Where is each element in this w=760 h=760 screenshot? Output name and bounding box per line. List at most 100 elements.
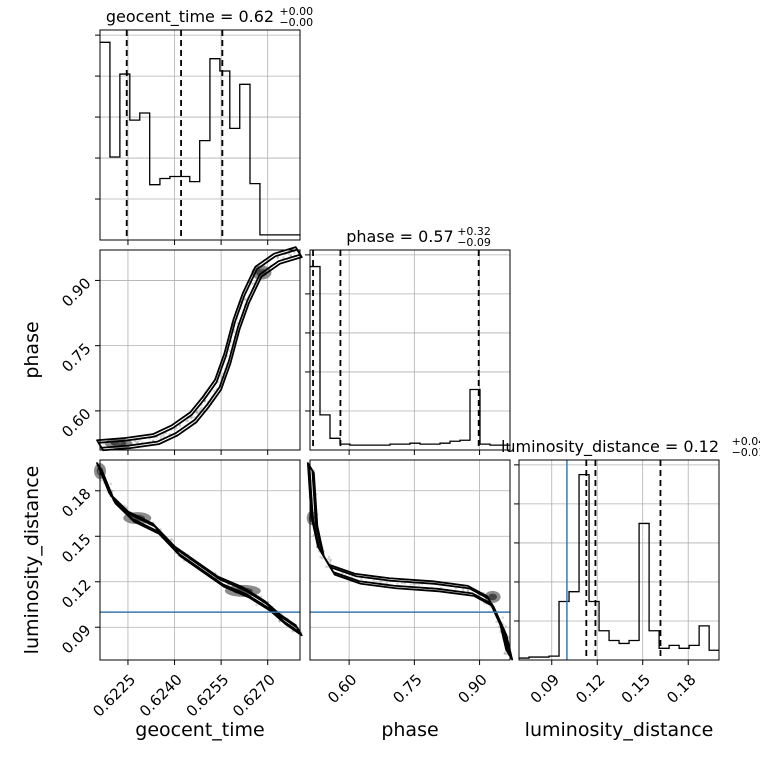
panel-frame-2-2	[518, 459, 720, 661]
histogram-geocent_time	[100, 41, 300, 236]
title-main-luminosity_distance: luminosity_distance = 0.12	[501, 437, 719, 457]
sample-point-2-1	[403, 582, 406, 585]
sample-point-1-0	[282, 256, 285, 259]
sample-point-1-0	[190, 416, 193, 419]
sample-point-1-0	[175, 426, 178, 430]
sample-point-1-0	[178, 424, 182, 428]
x-tick-label-geocent_time-1: 0.6240	[136, 671, 186, 721]
x-tick-label-geocent_time-3: 0.6270	[229, 671, 279, 721]
x-tick-label-luminosity_distance-3: 0.18	[663, 671, 699, 707]
sample-point-2-1	[385, 581, 389, 585]
sample-point-1-0	[198, 408, 202, 411]
sample-point-1-0	[260, 268, 263, 271]
sample-point-2-1	[497, 625, 501, 628]
x-tick-label-luminosity_distance-2: 0.15	[618, 671, 654, 707]
title-luminosity_distance: luminosity_distance = 0.12 +0.04−0.01	[501, 435, 760, 459]
title-sub-luminosity_distance: −0.01	[732, 446, 760, 459]
contour-outer-1-0	[96, 246, 303, 452]
x-axis-label-luminosity_distance: luminosity_distance	[525, 719, 714, 741]
density-fills	[94, 265, 501, 603]
x-tick-label-phase-0: 0.60	[324, 671, 360, 707]
sample-point-2-1	[501, 616, 505, 619]
grid-lines	[100, 30, 719, 660]
sample-point-2-1	[396, 582, 399, 585]
sample-point-2-1	[324, 565, 328, 568]
sample-point-2-0	[109, 482, 113, 486]
sample-point-1-0	[160, 435, 163, 438]
sample-point-1-0	[195, 410, 199, 413]
sample-point-2-1	[329, 559, 332, 563]
contour-inner-2-1	[308, 464, 512, 658]
sample-point-1-0	[133, 440, 136, 443]
sample-point-2-1	[504, 625, 507, 628]
sample-point-2-0	[100, 479, 103, 482]
panel-frame-0-0	[99, 29, 301, 241]
sample-point-2-1	[328, 561, 332, 565]
sample-point-1-0	[136, 441, 139, 444]
y-tick-label-phase-2: 0.90	[58, 274, 94, 310]
sample-point-2-0	[123, 504, 126, 507]
y-tick-label-phase-0: 0.60	[58, 405, 94, 441]
y-tick-label-luminosity_distance-3: 0.18	[58, 485, 94, 521]
quantile-lines	[125, 30, 662, 660]
sample-point-2-1	[503, 652, 506, 655]
x-tick-label-geocent_time-2: 0.6255	[183, 671, 233, 721]
sample-point-1-0	[287, 252, 291, 256]
y-tick-label-luminosity_distance-0: 0.09	[58, 621, 94, 657]
sample-point-2-1	[329, 558, 332, 561]
sample-point-1-0	[126, 442, 129, 445]
sample-point-1-0	[212, 389, 216, 392]
sample-point-2-1	[326, 558, 330, 561]
sample-point-1-0	[106, 443, 109, 447]
sample-point-2-1	[411, 583, 415, 586]
histogram-luminosity_distance	[519, 473, 719, 659]
sample-point-1-0	[173, 428, 177, 431]
x-axis-label-phase: phase	[381, 719, 438, 741]
x-tick-label-geocent_time-0: 0.6225	[89, 671, 139, 721]
sample-point-1-0	[186, 419, 190, 423]
x-axis-label-geocent_time: geocent_time	[135, 719, 264, 741]
x-tick-label-phase-1: 0.75	[389, 671, 425, 707]
title-main-geocent_time: geocent_time = 0.62	[106, 7, 274, 27]
sample-point-1-0	[162, 433, 165, 437]
sample-point-2-1	[328, 555, 331, 559]
sample-point-1-0	[276, 256, 279, 260]
y-axis-label-luminosity_distance: luminosity_distance	[21, 466, 43, 655]
sample-point-1-0	[200, 406, 203, 410]
sample-point-2-0	[170, 537, 173, 541]
sample-point-1-0	[193, 416, 196, 419]
sample-point-2-1	[320, 557, 324, 560]
sample-point-2-1	[319, 555, 322, 559]
sample-point-1-0	[293, 251, 296, 254]
sample-point-1-0	[276, 256, 280, 259]
sample-point-1-0	[196, 411, 199, 414]
sample-point-2-1	[454, 587, 458, 590]
y-axis-label-phase: phase	[21, 321, 43, 378]
x-tick-label-luminosity_distance-0: 0.09	[527, 671, 563, 707]
panel-frame-1-0	[99, 249, 301, 451]
sample-point-1-0	[228, 349, 231, 352]
x-tick-label-luminosity_distance-1: 0.12	[572, 671, 608, 707]
contour-lines	[96, 246, 514, 661]
y-tick-label-luminosity_distance-2: 0.15	[58, 530, 94, 566]
panel-frame-2-0	[99, 459, 301, 661]
sample-point-2-1	[417, 583, 420, 586]
y-tick-label-phase-1: 0.75	[58, 339, 94, 375]
sample-point-1-0	[118, 442, 121, 445]
ticks	[95, 34, 689, 665]
title-phase: phase = 0.57 +0.32−0.09	[346, 225, 491, 249]
sample-point-1-0	[190, 416, 194, 419]
sample-point-2-1	[379, 580, 382, 583]
sample-point-2-0	[278, 620, 281, 623]
sample-point-2-1	[495, 620, 498, 623]
sample-point-2-0	[291, 630, 294, 633]
x-tick-label-phase-2: 0.90	[455, 671, 491, 707]
sample-point-2-0	[255, 603, 258, 607]
title-sup-phase: +0.32	[457, 225, 491, 238]
sample-point-1-0	[261, 268, 264, 271]
y-tick-label-luminosity_distance-1: 0.12	[58, 576, 94, 612]
sample-point-2-1	[505, 652, 508, 656]
title-main-phase: phase = 0.57	[346, 227, 453, 246]
title-sub-phase: −0.09	[457, 236, 491, 249]
sample-point-1-0	[243, 298, 247, 301]
